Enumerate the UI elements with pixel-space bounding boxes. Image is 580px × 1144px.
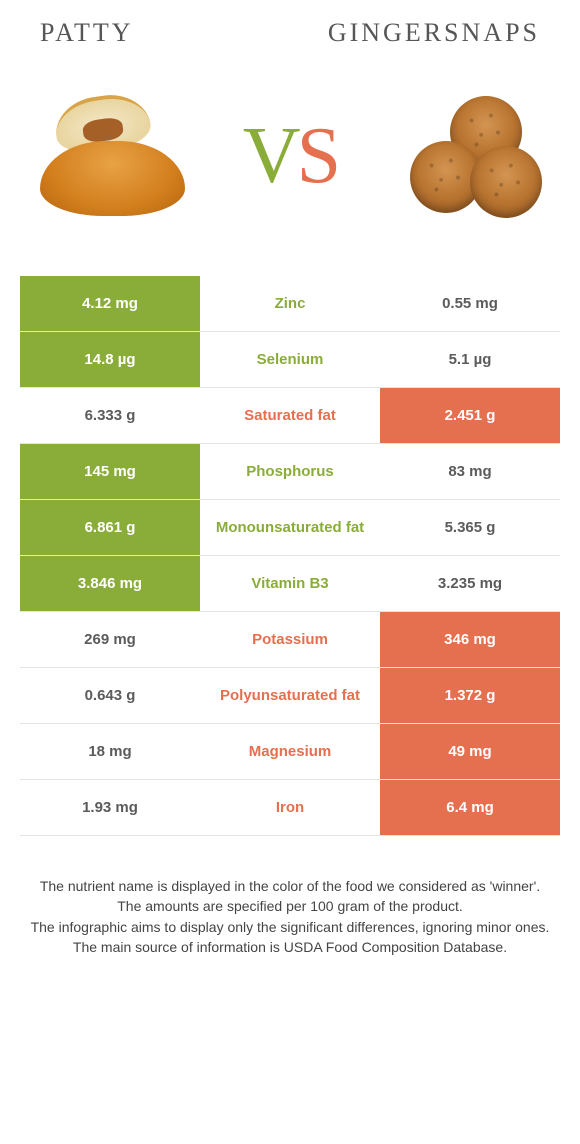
nutrient-name-cell: Polyunsaturated fat <box>200 668 380 723</box>
vs-letter-s: S <box>297 112 338 200</box>
left-food-image <box>30 81 190 231</box>
nutrient-name-cell: Saturated fat <box>200 388 380 443</box>
footer-line-4: The main source of information is USDA F… <box>30 937 550 957</box>
nutrient-name-cell: Phosphorus <box>200 444 380 499</box>
left-value-cell: 4.12 mg <box>20 276 200 331</box>
right-value-cell: 83 mg <box>380 444 560 499</box>
footer-line-2: The amounts are specified per 100 gram o… <box>30 896 550 916</box>
left-value-cell: 6.861 g <box>20 500 200 555</box>
right-value-cell: 346 mg <box>380 612 560 667</box>
table-row: 14.8 µgSelenium5.1 µg <box>20 332 560 388</box>
left-value-cell: 1.93 mg <box>20 780 200 835</box>
left-value-cell: 269 mg <box>20 612 200 667</box>
nutrient-name-cell: Magnesium <box>200 724 380 779</box>
nutrient-name-cell: Potassium <box>200 612 380 667</box>
nutrient-name-cell: Iron <box>200 780 380 835</box>
table-row: 145 mgPhosphorus83 mg <box>20 444 560 500</box>
left-value-cell: 6.333 g <box>20 388 200 443</box>
table-row: 6.333 gSaturated fat2.451 g <box>20 388 560 444</box>
vs-letter-v: V <box>243 112 297 200</box>
left-value-cell: 18 mg <box>20 724 200 779</box>
nutrient-name-cell: Vitamin B3 <box>200 556 380 611</box>
left-value-cell: 3.846 mg <box>20 556 200 611</box>
table-row: 6.861 gMonounsaturated fat5.365 g <box>20 500 560 556</box>
right-food-title: Gingersnaps <box>328 18 540 48</box>
nutrient-name-cell: Monounsaturated fat <box>200 500 380 555</box>
nutrient-table: 4.12 mgZinc0.55 mg14.8 µgSelenium5.1 µg6… <box>20 276 560 836</box>
right-value-cell: 49 mg <box>380 724 560 779</box>
footer-line-1: The nutrient name is displayed in the co… <box>30 876 550 896</box>
left-value-cell: 14.8 µg <box>20 332 200 387</box>
right-value-cell: 2.451 g <box>380 388 560 443</box>
table-row: 269 mgPotassium346 mg <box>20 612 560 668</box>
header-row: Patty Gingersnaps <box>0 0 580 56</box>
hero-row: VS <box>0 56 580 276</box>
right-food-image <box>390 81 550 231</box>
footer-notes: The nutrient name is displayed in the co… <box>0 836 580 957</box>
nutrient-name-cell: Selenium <box>200 332 380 387</box>
left-value-cell: 145 mg <box>20 444 200 499</box>
footer-line-3: The infographic aims to display only the… <box>30 917 550 937</box>
right-value-cell: 1.372 g <box>380 668 560 723</box>
right-value-cell: 0.55 mg <box>380 276 560 331</box>
right-value-cell: 3.235 mg <box>380 556 560 611</box>
right-value-cell: 6.4 mg <box>380 780 560 835</box>
table-row: 4.12 mgZinc0.55 mg <box>20 276 560 332</box>
right-value-cell: 5.1 µg <box>380 332 560 387</box>
table-row: 18 mgMagnesium49 mg <box>20 724 560 780</box>
left-value-cell: 0.643 g <box>20 668 200 723</box>
table-row: 3.846 mgVitamin B33.235 mg <box>20 556 560 612</box>
nutrient-name-cell: Zinc <box>200 276 380 331</box>
left-food-title: Patty <box>40 18 134 48</box>
vs-label: VS <box>243 111 337 202</box>
table-row: 1.93 mgIron6.4 mg <box>20 780 560 836</box>
table-row: 0.643 gPolyunsaturated fat1.372 g <box>20 668 560 724</box>
right-value-cell: 5.365 g <box>380 500 560 555</box>
